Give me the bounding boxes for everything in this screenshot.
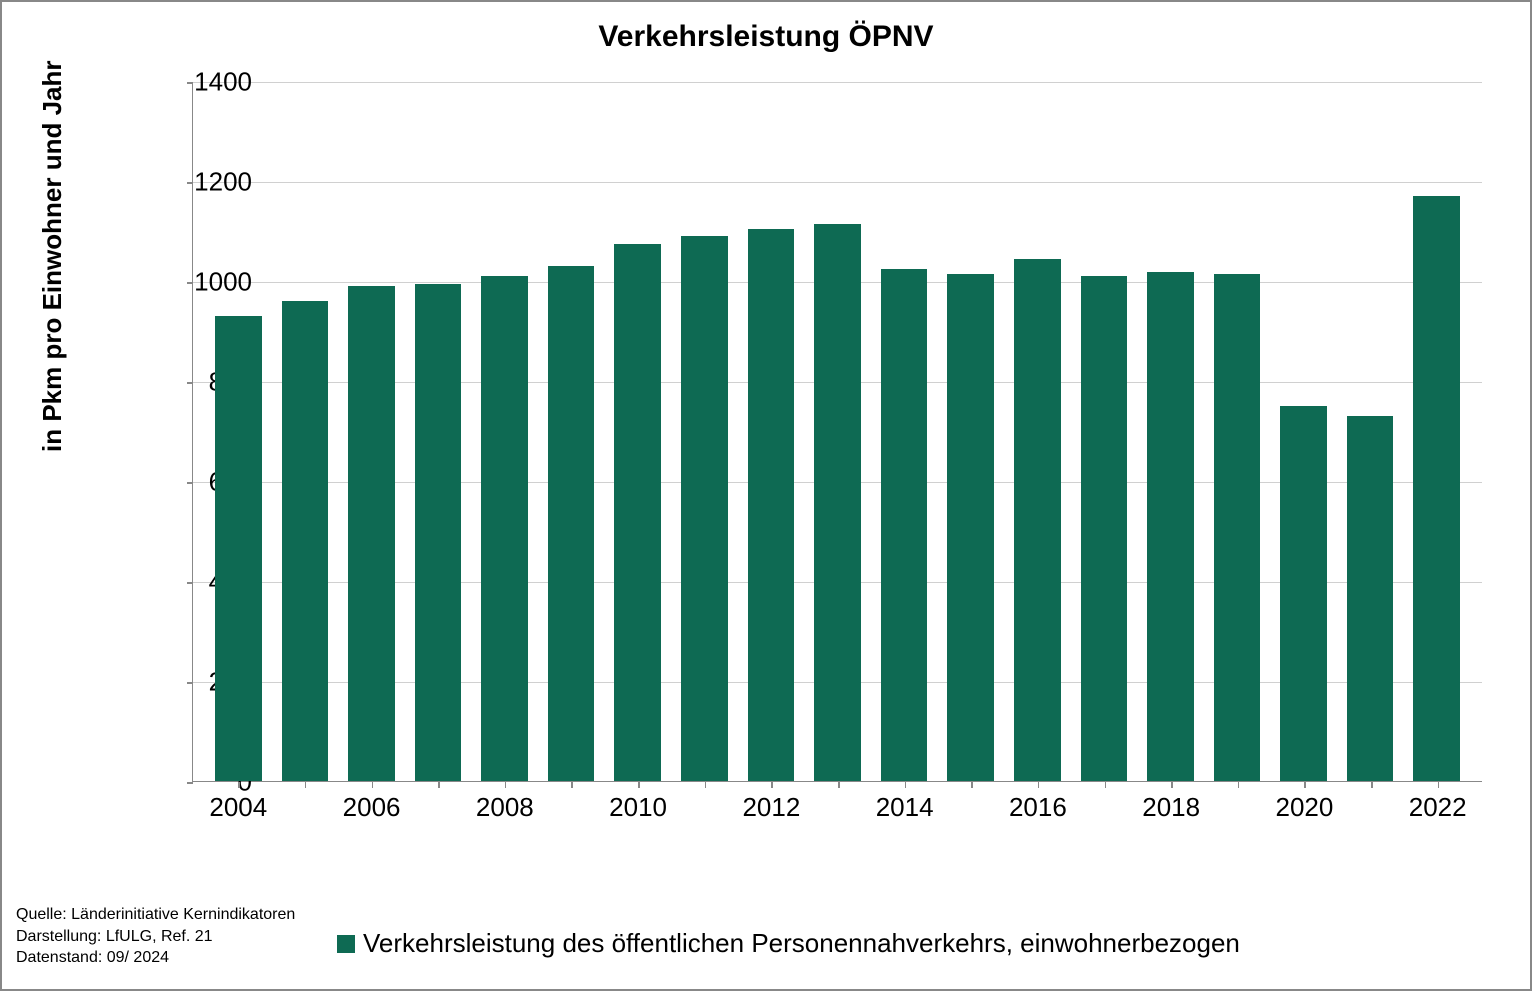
x-tick-mark bbox=[305, 782, 307, 788]
bar-slot bbox=[1137, 82, 1204, 781]
legend-text: Verkehrsleistung des öffentlichen Person… bbox=[363, 928, 1240, 959]
bar bbox=[614, 244, 661, 782]
bar-slot bbox=[871, 82, 938, 781]
bar bbox=[681, 236, 728, 781]
x-tick-mark bbox=[372, 782, 374, 788]
bar bbox=[215, 316, 262, 781]
x-tick-mark bbox=[1105, 782, 1107, 788]
x-tick-label: 2014 bbox=[876, 792, 934, 823]
x-tick-label: 2022 bbox=[1409, 792, 1467, 823]
bar bbox=[481, 276, 528, 781]
x-tick-label: 2004 bbox=[209, 792, 267, 823]
x-tick-mark bbox=[638, 782, 640, 788]
bar bbox=[1347, 416, 1394, 781]
x-tick-label: 2010 bbox=[609, 792, 667, 823]
bar bbox=[947, 274, 994, 782]
bar bbox=[548, 266, 595, 781]
bar bbox=[282, 301, 329, 781]
chart-title: Verkehrsleistung ÖPNV bbox=[2, 2, 1530, 54]
source-line-1: Quelle: Länderinitiative Kernindikatoren bbox=[16, 904, 295, 926]
bar bbox=[1280, 406, 1327, 781]
x-tick-label: 2006 bbox=[343, 792, 401, 823]
bar bbox=[1081, 276, 1128, 781]
x-tick-mark bbox=[571, 782, 573, 788]
bar bbox=[1214, 274, 1261, 782]
bar bbox=[348, 286, 395, 781]
x-tick-label: 2020 bbox=[1275, 792, 1333, 823]
bar bbox=[1147, 272, 1194, 781]
bar-slot bbox=[804, 82, 871, 781]
x-tick-mark bbox=[1171, 782, 1173, 788]
source-line-2: Darstellung: LfULG, Ref. 21 bbox=[16, 926, 295, 948]
bar-slot bbox=[1204, 82, 1271, 781]
bar-slot bbox=[272, 82, 339, 781]
bar-slot bbox=[405, 82, 472, 781]
x-tick-label: 2012 bbox=[742, 792, 800, 823]
bar-slot bbox=[338, 82, 405, 781]
bar bbox=[1014, 259, 1061, 782]
x-tick-mark bbox=[505, 782, 507, 788]
x-tick-mark bbox=[438, 782, 440, 788]
x-tick-mark bbox=[1371, 782, 1373, 788]
plot-wrapper: 0200400600800100012001400200420062008201… bbox=[122, 82, 1482, 822]
bar bbox=[814, 224, 861, 782]
bar-slot bbox=[205, 82, 272, 781]
x-tick-mark bbox=[971, 782, 973, 788]
bar-slot bbox=[1004, 82, 1071, 781]
bar-slot bbox=[1270, 82, 1337, 781]
source-line-3: Datenstand: 09/ 2024 bbox=[16, 947, 295, 969]
x-tick-mark bbox=[705, 782, 707, 788]
plot-area: 0200400600800100012001400200420062008201… bbox=[192, 82, 1482, 782]
bar-slot bbox=[471, 82, 538, 781]
bar bbox=[1413, 196, 1460, 781]
bar-slot bbox=[937, 82, 1004, 781]
x-tick-label: 2008 bbox=[476, 792, 534, 823]
x-tick-mark bbox=[838, 782, 840, 788]
source-block: Quelle: Länderinitiative Kernindikatoren… bbox=[16, 904, 295, 969]
bar-slot bbox=[1071, 82, 1138, 781]
x-tick-mark bbox=[1238, 782, 1240, 788]
bar-slot bbox=[604, 82, 671, 781]
bar-slot bbox=[538, 82, 605, 781]
bars-group bbox=[193, 82, 1482, 781]
x-tick-mark bbox=[238, 782, 240, 788]
bar-slot bbox=[1337, 82, 1404, 781]
legend-marker bbox=[337, 935, 355, 953]
bar-slot bbox=[671, 82, 738, 781]
bar bbox=[748, 229, 795, 782]
x-tick-label: 2016 bbox=[1009, 792, 1067, 823]
chart-container: Verkehrsleistung ÖPNV in Pkm pro Einwohn… bbox=[0, 0, 1532, 991]
x-tick-mark bbox=[1304, 782, 1306, 788]
bar bbox=[881, 269, 928, 782]
x-tick-mark bbox=[1438, 782, 1440, 788]
y-axis-label: in Pkm pro Einwohner und Jahr bbox=[37, 61, 68, 453]
bar-slot bbox=[738, 82, 805, 781]
bar bbox=[415, 284, 462, 782]
x-tick-label: 2018 bbox=[1142, 792, 1200, 823]
bar-slot bbox=[1403, 82, 1470, 781]
x-tick-mark bbox=[905, 782, 907, 788]
legend: Verkehrsleistung des öffentlichen Person… bbox=[337, 928, 1240, 959]
x-tick-mark bbox=[1038, 782, 1040, 788]
x-tick-mark bbox=[771, 782, 773, 788]
